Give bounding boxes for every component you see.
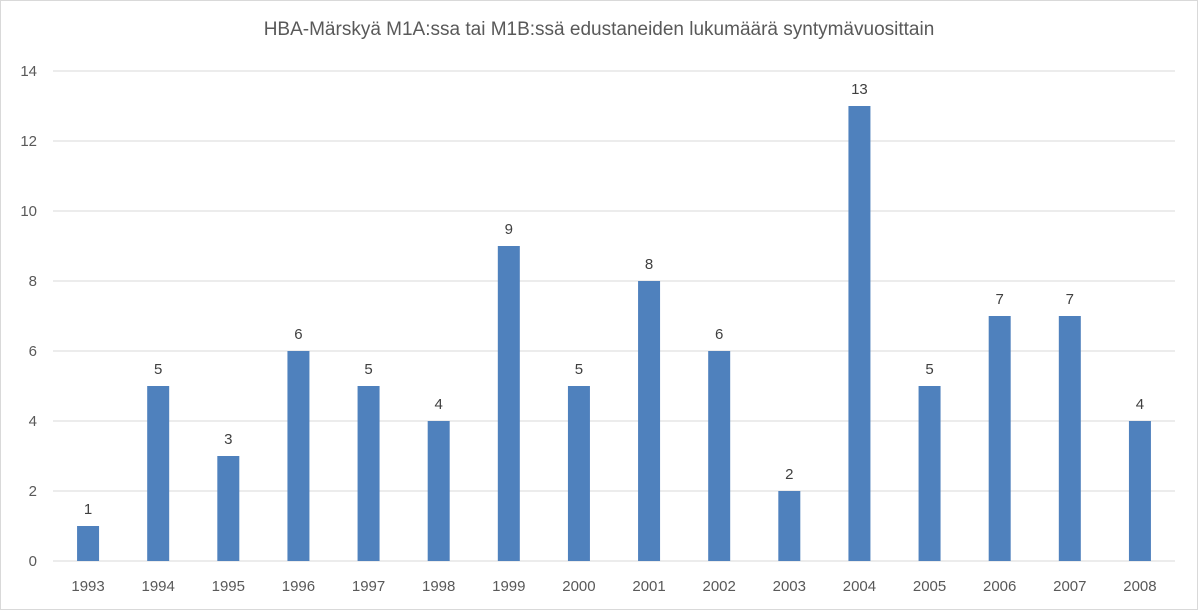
bar (147, 386, 170, 561)
bar (1128, 421, 1151, 561)
bar (217, 456, 240, 561)
bar (497, 246, 520, 561)
data-label: 7 (1066, 291, 1074, 308)
y-tick-label: 4 (29, 413, 37, 430)
y-tick-label: 8 (29, 273, 37, 290)
data-label: 2 (785, 466, 793, 483)
x-tick-label: 1999 (492, 578, 525, 595)
bar (918, 386, 941, 561)
y-tick-label: 0 (29, 553, 37, 570)
y-tick-label: 10 (20, 203, 37, 220)
x-tick-label: 1995 (212, 578, 245, 595)
chart-title: HBA-Märskyä M1A:ssa tai M1B:ssä edustane… (263, 19, 935, 40)
x-tick-label: 1993 (71, 578, 104, 595)
bar (427, 421, 450, 561)
data-label: 4 (435, 396, 443, 413)
x-tick-label: 2007 (1053, 578, 1086, 595)
data-label: 6 (294, 326, 302, 343)
data-label: 13 (851, 81, 868, 98)
y-tick-label: 14 (20, 63, 37, 80)
bar (77, 526, 100, 561)
data-label: 8 (645, 256, 653, 273)
bar (638, 281, 661, 561)
x-tick-label: 2005 (913, 578, 946, 595)
data-label: 9 (505, 221, 513, 238)
x-tick-label: 2001 (632, 578, 665, 595)
data-label: 4 (1136, 396, 1144, 413)
bar (708, 351, 731, 561)
x-tick-label: 1996 (282, 578, 315, 595)
data-label: 3 (224, 431, 232, 448)
x-tick-label: 2008 (1123, 578, 1156, 595)
y-tick-label: 6 (29, 343, 37, 360)
x-tick-label: 1998 (422, 578, 455, 595)
data-label: 5 (575, 361, 583, 378)
bar (1058, 316, 1081, 561)
x-tick-label: 1994 (142, 578, 175, 595)
x-tick-label: 2004 (843, 578, 876, 595)
data-label: 5 (364, 361, 372, 378)
data-label: 1 (84, 501, 92, 518)
bar (567, 386, 590, 561)
y-tick-label: 12 (20, 133, 37, 150)
x-tick-label: 2003 (773, 578, 806, 595)
x-tick-label: 2002 (703, 578, 736, 595)
x-tick-label: 2006 (983, 578, 1016, 595)
data-label: 7 (996, 291, 1004, 308)
bar (357, 386, 380, 561)
bar (988, 316, 1011, 561)
bar (848, 106, 871, 561)
data-label: 5 (925, 361, 933, 378)
data-label: 5 (154, 361, 162, 378)
bar (287, 351, 310, 561)
y-tick-label: 2 (29, 483, 37, 500)
bar (778, 491, 801, 561)
data-label: 6 (715, 326, 723, 343)
x-tick-label: 2000 (562, 578, 595, 595)
x-tick-label: 1997 (352, 578, 385, 595)
